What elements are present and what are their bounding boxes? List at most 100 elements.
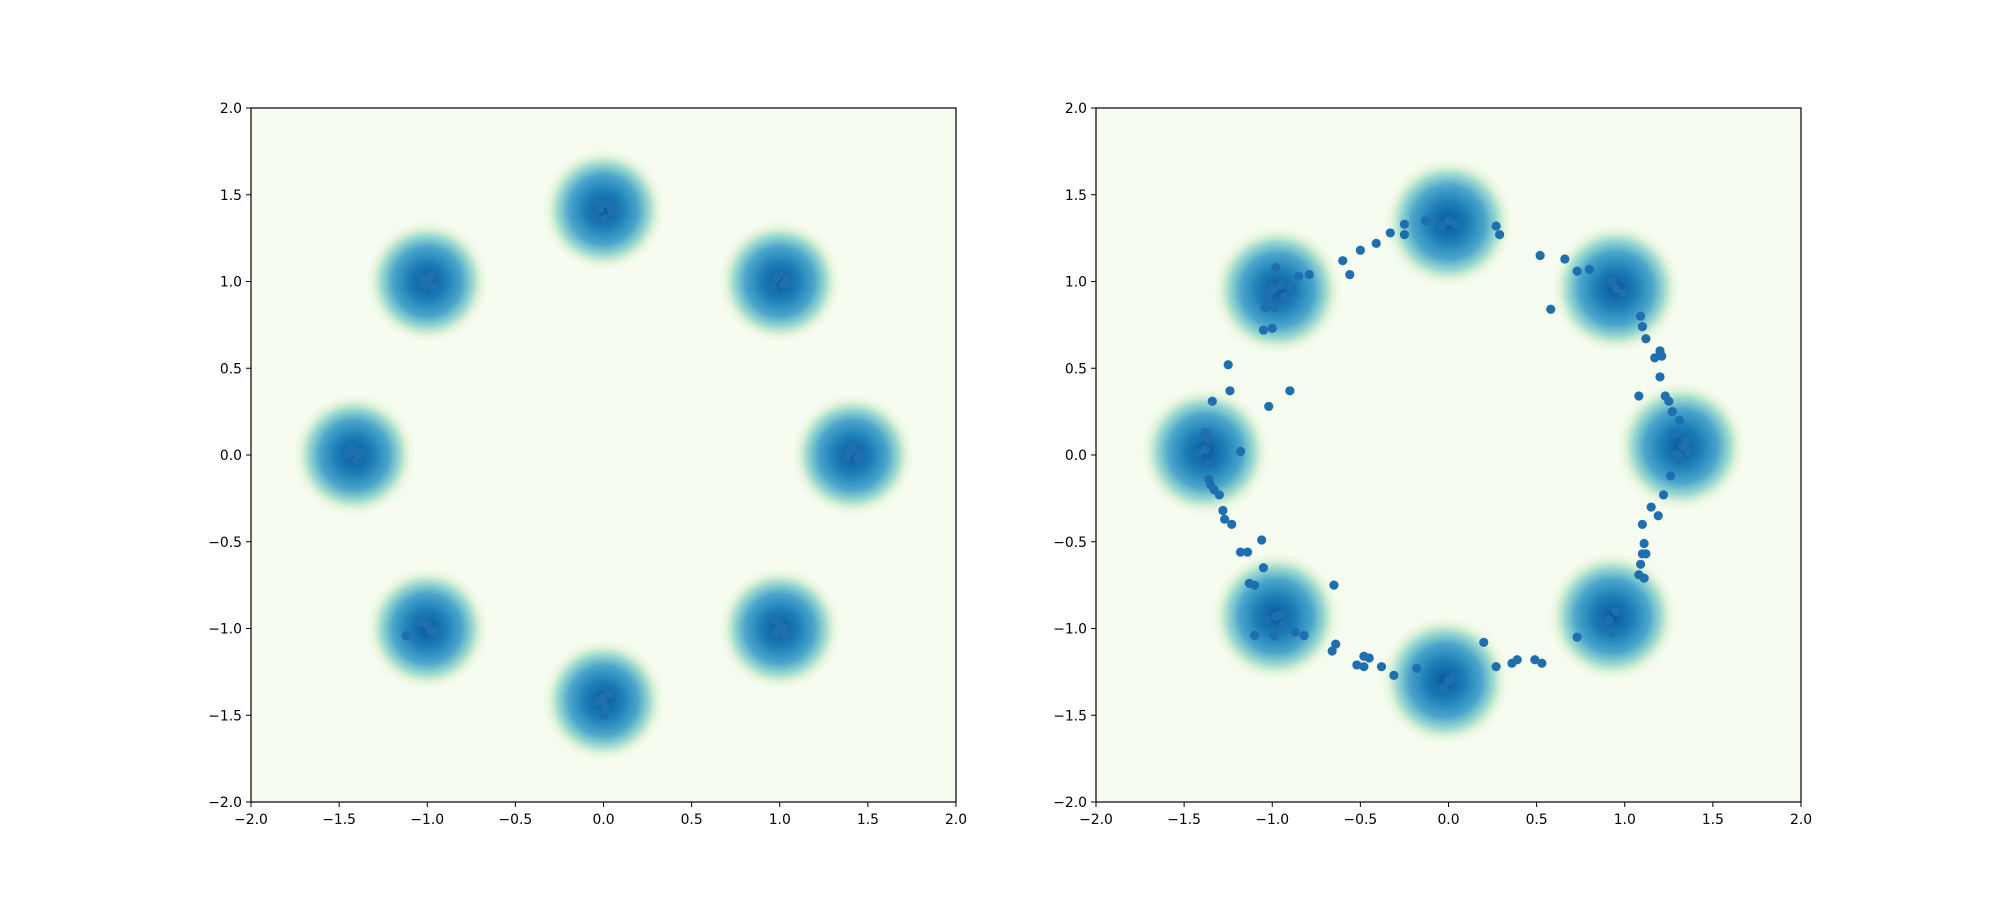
left-scatter-point	[355, 448, 365, 458]
right-scatter-point	[1271, 263, 1281, 273]
right-scatter-point	[1479, 637, 1489, 647]
right-scatter-point	[1299, 630, 1309, 641]
right-scatter-point	[1371, 238, 1381, 248]
right-scatter-point	[1352, 660, 1362, 670]
left-scatter-point	[842, 452, 852, 462]
right-scatter-point	[1607, 627, 1618, 637]
left-scatter-point	[346, 443, 357, 453]
right-scatter-point	[1269, 302, 1279, 313]
left-x-tick-label: 1.0	[769, 812, 791, 828]
right-scatter-point	[1399, 219, 1410, 229]
right-scatter-point	[1257, 535, 1267, 545]
right-x-tick-label: 0.0	[1437, 812, 1459, 828]
right-scatter-point	[1250, 630, 1260, 641]
right-scatter-point	[1636, 559, 1646, 569]
right-scatter-point	[1546, 304, 1556, 314]
right-scatter-point	[1436, 221, 1447, 231]
left-scatter-point	[590, 210, 600, 221]
left-y-tick-label: 0.0	[220, 448, 242, 464]
right-scatter-point	[1276, 280, 1286, 290]
left-scatter-point	[352, 455, 362, 465]
right-scatter-point	[1449, 672, 1459, 682]
left-x-tick-label: 2.0	[945, 812, 967, 828]
left-scatter-point	[429, 627, 439, 637]
right-scatter-point	[1223, 360, 1233, 370]
right-scatter-point	[1267, 323, 1277, 333]
left-scatter-point	[856, 450, 866, 460]
right-scatter-point	[1264, 289, 1274, 299]
left-scatter-point	[598, 710, 609, 720]
right-scatter-point	[1258, 325, 1269, 335]
left-scatter-point	[782, 275, 792, 285]
right-scatter-point	[1359, 662, 1369, 672]
right-scatter-point	[1420, 216, 1431, 226]
right-scatter-point	[1641, 334, 1651, 344]
right-x-tick-label: −1.5	[1167, 812, 1201, 828]
right-scatter-point	[1389, 670, 1399, 680]
left-scatter-point	[775, 268, 785, 278]
right-scatter-point	[1207, 396, 1217, 406]
left-scatter-point	[427, 282, 438, 292]
left-scatter-point	[426, 271, 436, 281]
left-chart: −2.0 −1.5 −1.0 −0.5 0.0 0.5 1.0 1.5 2.0 −2.0 −1.5 −…	[208, 101, 967, 828]
right-scatter-point	[1285, 386, 1295, 396]
right-scatter-point	[1681, 436, 1692, 446]
left-density-blob	[716, 218, 844, 345]
left-x-tick-label: −1.5	[322, 812, 356, 828]
right-y-tick-label: −1.5	[1053, 708, 1087, 724]
left-x-tick-label: −1.0	[410, 812, 444, 828]
right-scatter-point	[1560, 254, 1570, 264]
right-x-tick-label: 1.5	[1702, 812, 1724, 828]
right-scatter-point	[1235, 446, 1246, 457]
left-y-tick-label: −0.5	[208, 535, 242, 551]
right-scatter-point	[1364, 653, 1374, 663]
left-scatter-point	[778, 623, 788, 634]
right-scatter-point	[1327, 646, 1337, 656]
right-y-tick-label: 0.0	[1065, 448, 1087, 464]
right-scatter-point	[1669, 429, 1679, 439]
right-scatter-point	[1636, 311, 1646, 321]
right-scatter-point	[1618, 289, 1628, 299]
left-scatter-point	[595, 204, 605, 214]
right-x-tick-label: 1.0	[1614, 812, 1636, 828]
left-scatter-point	[769, 615, 780, 625]
left-scatter-point	[593, 197, 603, 207]
right-scatter-point	[1225, 386, 1235, 396]
right-scatter-point	[1495, 230, 1505, 240]
right-x-tick-label: −2.0	[1079, 812, 1113, 828]
right-scatter-point	[1604, 615, 1614, 625]
left-x-tick-label: 1.5	[857, 812, 879, 828]
right-scatter-point	[1355, 245, 1365, 255]
right-scatter-point	[1535, 250, 1545, 261]
right-scatter-point	[1294, 271, 1304, 281]
right-scatter-point	[1639, 573, 1649, 583]
right-scatter-point	[1537, 658, 1547, 668]
right-scatter-point	[1674, 455, 1684, 465]
right-scatter-point	[1667, 407, 1677, 417]
right-scatter-point	[1287, 283, 1297, 294]
right-scatter-point	[1637, 519, 1647, 530]
right-scatter-point	[1279, 292, 1290, 302]
right-scatter-point	[1276, 610, 1286, 620]
right-scatter-point	[1376, 662, 1387, 672]
left-x-tick-label: −2.0	[234, 812, 268, 828]
right-scatter-point	[1200, 445, 1210, 455]
right-x-tick-label: −1.0	[1255, 812, 1289, 828]
right-scatter-point	[1530, 655, 1540, 665]
right-scatter-point	[1646, 502, 1656, 512]
right-scatter-point	[1412, 663, 1422, 674]
left-scatter-point	[600, 701, 610, 712]
right-scatter-point	[1674, 415, 1684, 425]
right-scatter-point	[1200, 427, 1210, 438]
right-scatter-point	[1491, 221, 1501, 231]
right-scatter-point	[1258, 563, 1269, 573]
right-scatter-point	[1193, 448, 1203, 458]
left-scatter-point	[419, 280, 429, 290]
right-scatter-point	[1262, 615, 1272, 625]
left-x-tick-label: 0.0	[592, 812, 614, 828]
right-x-tick-label: −0.5	[1344, 812, 1378, 828]
right-scatter-point	[1491, 662, 1501, 672]
right-scatter-point	[1637, 322, 1647, 332]
right-scatter-point	[1655, 346, 1665, 356]
